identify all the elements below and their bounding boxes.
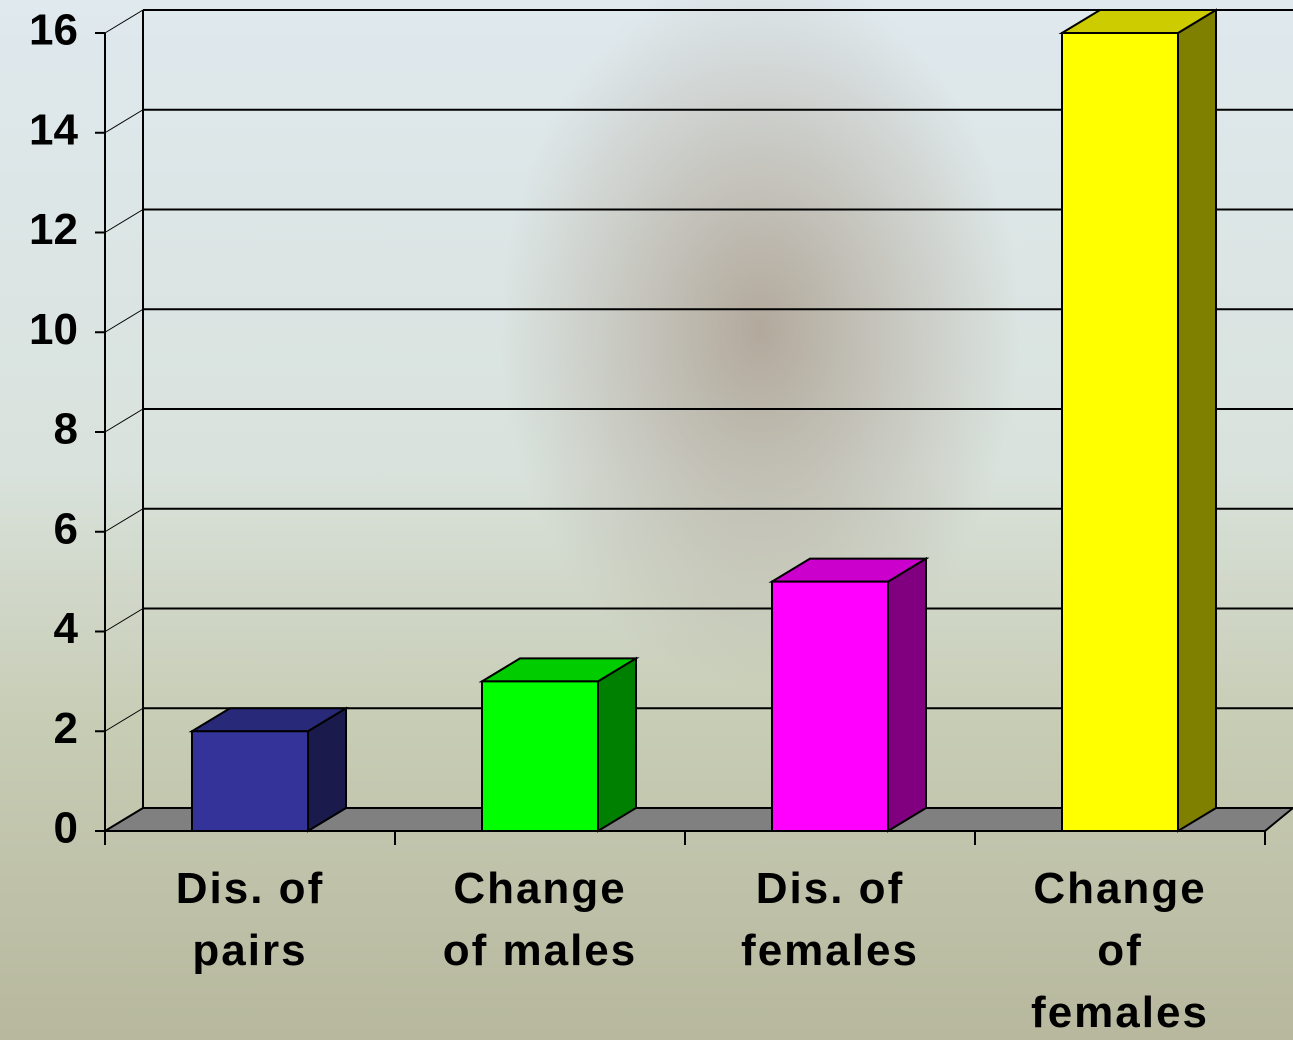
x-tick-label: Dis. of females xyxy=(685,858,975,982)
y-tick-label: 6 xyxy=(54,504,78,553)
bar-side xyxy=(1178,10,1216,831)
x-tick-label: Change of males xyxy=(395,858,685,982)
y-tick-label: 8 xyxy=(54,405,78,454)
x-tick-label: Change of females xyxy=(975,858,1265,1044)
y-tick-label: 2 xyxy=(54,704,78,753)
bar xyxy=(772,582,888,831)
x-tick-label: Dis. of pairs xyxy=(105,858,395,982)
bar-side xyxy=(888,559,926,831)
y-tick-label: 10 xyxy=(29,305,78,354)
y-tick-label: 0 xyxy=(54,804,78,853)
y-tick-label: 14 xyxy=(29,105,78,154)
page: 0 2 4 6 8 10 12 14 16 Dis. of pairsChange of mal… xyxy=(0,0,1293,1040)
background-photo xyxy=(500,0,1020,690)
bar xyxy=(192,731,308,831)
bar xyxy=(482,681,598,831)
bar xyxy=(1062,33,1178,831)
y-tick-label: 4 xyxy=(54,604,79,653)
y-tick-label: 12 xyxy=(29,205,78,254)
y-tick-label: 16 xyxy=(29,6,78,55)
bar-side xyxy=(598,658,636,831)
